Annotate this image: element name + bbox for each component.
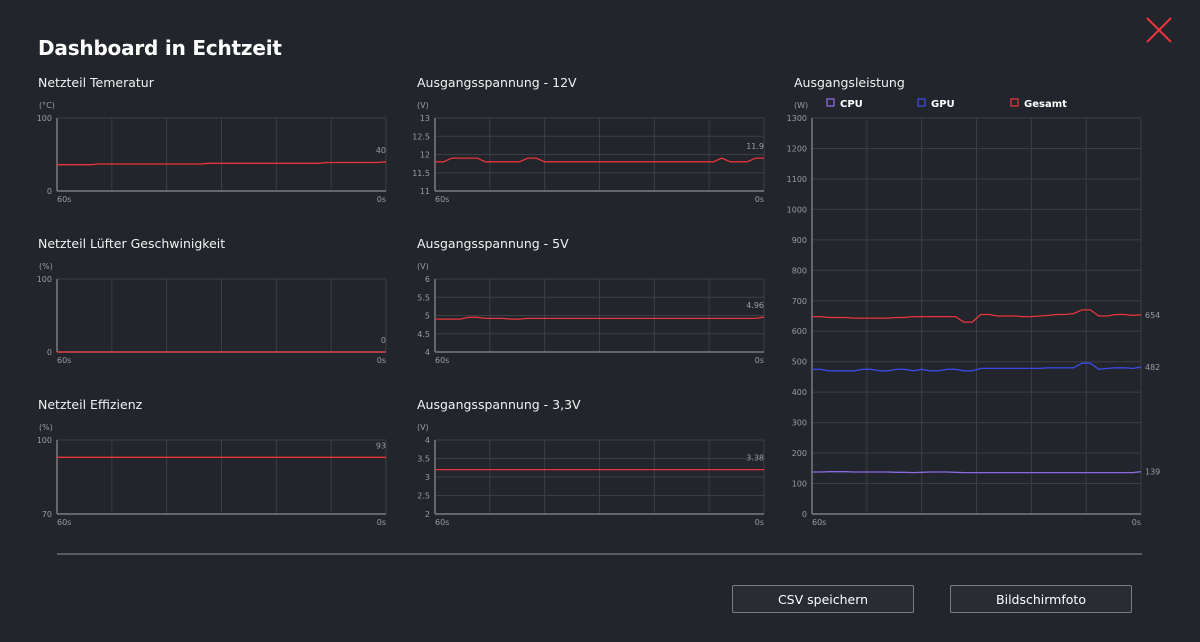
legend-label-gesamt: Gesamt xyxy=(1024,99,1067,110)
x-tick-label: 60s xyxy=(435,195,449,204)
panel-title-5v: Ausgangsspannung - 5V xyxy=(417,236,569,251)
unit-label: (V) xyxy=(417,101,429,110)
y-tick-label: 200 xyxy=(792,449,807,458)
current-value-label: 40 xyxy=(376,146,386,155)
x-tick-label: 60s xyxy=(57,195,71,204)
screenshot-button[interactable]: Bildschirmfoto xyxy=(950,585,1132,613)
y-tick-label: 700 xyxy=(792,297,807,306)
unit-label: (V) xyxy=(417,423,429,432)
panel-title-output-power: Ausgangsleistung xyxy=(794,75,905,90)
x-tick-label: 0s xyxy=(377,518,386,527)
x-tick-label: 60s xyxy=(57,518,71,527)
divider xyxy=(57,553,1142,555)
y-tick-label: 4.5 xyxy=(417,330,430,339)
y-tick-label: 300 xyxy=(792,419,807,428)
y-tick-label: 70 xyxy=(42,510,52,519)
y-tick-label: 12 xyxy=(420,151,430,160)
unit-label: (%) xyxy=(39,262,53,271)
y-tick-label: 12.5 xyxy=(412,132,430,141)
y-tick-label: 1200 xyxy=(787,144,807,153)
x-tick-label: 0s xyxy=(755,518,764,527)
panel-title-fan-speed: Netzteil Lüfter Geschwinigkeit xyxy=(38,236,226,251)
y-tick-label: 1300 xyxy=(787,114,807,123)
legend-label-gpu: GPU xyxy=(931,99,955,110)
unit-label: (V) xyxy=(417,262,429,271)
series-line-gesamt xyxy=(812,309,1142,323)
end-value-label: 482 xyxy=(1145,363,1160,372)
y-tick-label: 1100 xyxy=(787,175,807,184)
unit-label: (W) xyxy=(794,101,808,110)
series-line-0 xyxy=(57,161,387,166)
legend-swatch-cpu xyxy=(826,98,835,107)
y-tick-label: 600 xyxy=(792,327,807,336)
x-tick-label: 0s xyxy=(755,356,764,365)
series-line-gpu xyxy=(812,362,1142,372)
series-line-3 xyxy=(435,157,764,163)
x-tick-label: 60s xyxy=(435,518,449,527)
y-tick-label: 3.5 xyxy=(417,455,430,464)
x-tick-label: 0s xyxy=(377,195,386,204)
current-value-label: 0 xyxy=(381,336,386,345)
end-value-label: 654 xyxy=(1145,311,1160,320)
panel-title-12v: Ausgangsspannung - 12V xyxy=(417,75,577,90)
end-value-label: 139 xyxy=(1145,468,1160,477)
y-tick-label: 4 xyxy=(425,348,430,357)
x-tick-label: 60s xyxy=(57,356,71,365)
series-line-cpu xyxy=(812,471,1142,474)
panel-title-3v3: Ausgangsspannung - 3,3V xyxy=(417,397,581,412)
legend-swatch-gesamt xyxy=(1010,98,1019,107)
y-tick-label: 0 xyxy=(47,187,52,196)
y-tick-label: 6 xyxy=(425,275,430,284)
y-tick-label: 4 xyxy=(425,436,430,445)
y-tick-label: 11 xyxy=(420,187,430,196)
panel-title-efficiency: Netzteil Effizienz xyxy=(38,397,143,412)
x-tick-label: 60s xyxy=(812,518,826,527)
x-tick-label: 60s xyxy=(435,356,449,365)
series-line-4 xyxy=(435,316,765,320)
y-tick-label: 5 xyxy=(425,312,430,321)
x-tick-label: 0s xyxy=(755,195,764,204)
y-tick-label: 2.5 xyxy=(417,492,430,501)
save-csv-button[interactable]: CSV speichern xyxy=(732,585,914,613)
y-tick-label: 400 xyxy=(792,388,807,397)
legend-swatch-gpu xyxy=(917,98,926,107)
unit-label: (°C) xyxy=(39,101,55,110)
y-tick-label: 800 xyxy=(792,266,807,275)
page-title: Dashboard in Echtzeit xyxy=(38,36,282,60)
y-tick-label: 1000 xyxy=(787,205,807,214)
y-tick-label: 2 xyxy=(425,510,430,519)
current-value-label: 11.9 xyxy=(746,142,764,151)
y-tick-label: 100 xyxy=(37,114,52,123)
y-tick-label: 900 xyxy=(792,236,807,245)
current-value-label: 93 xyxy=(376,441,386,450)
y-tick-label: 13 xyxy=(420,114,430,123)
y-tick-label: 5.5 xyxy=(417,293,430,302)
x-tick-label: 0s xyxy=(377,356,386,365)
unit-label: (%) xyxy=(39,423,53,432)
legend-label-cpu: CPU xyxy=(840,99,863,110)
close-icon[interactable] xyxy=(1144,15,1174,45)
current-value-label: 3.38 xyxy=(746,454,764,463)
y-tick-label: 0 xyxy=(47,348,52,357)
current-value-label: 4.96 xyxy=(746,301,764,310)
y-tick-label: 100 xyxy=(37,275,52,284)
y-tick-label: 100 xyxy=(792,480,807,489)
y-tick-label: 100 xyxy=(37,436,52,445)
y-tick-label: 11.5 xyxy=(412,169,430,178)
y-tick-label: 0 xyxy=(802,510,807,519)
y-tick-label: 3 xyxy=(425,473,430,482)
x-tick-label: 0s xyxy=(1132,518,1141,527)
panel-title-temperature: Netzteil Temeratur xyxy=(38,75,154,90)
y-tick-label: 500 xyxy=(792,358,807,367)
